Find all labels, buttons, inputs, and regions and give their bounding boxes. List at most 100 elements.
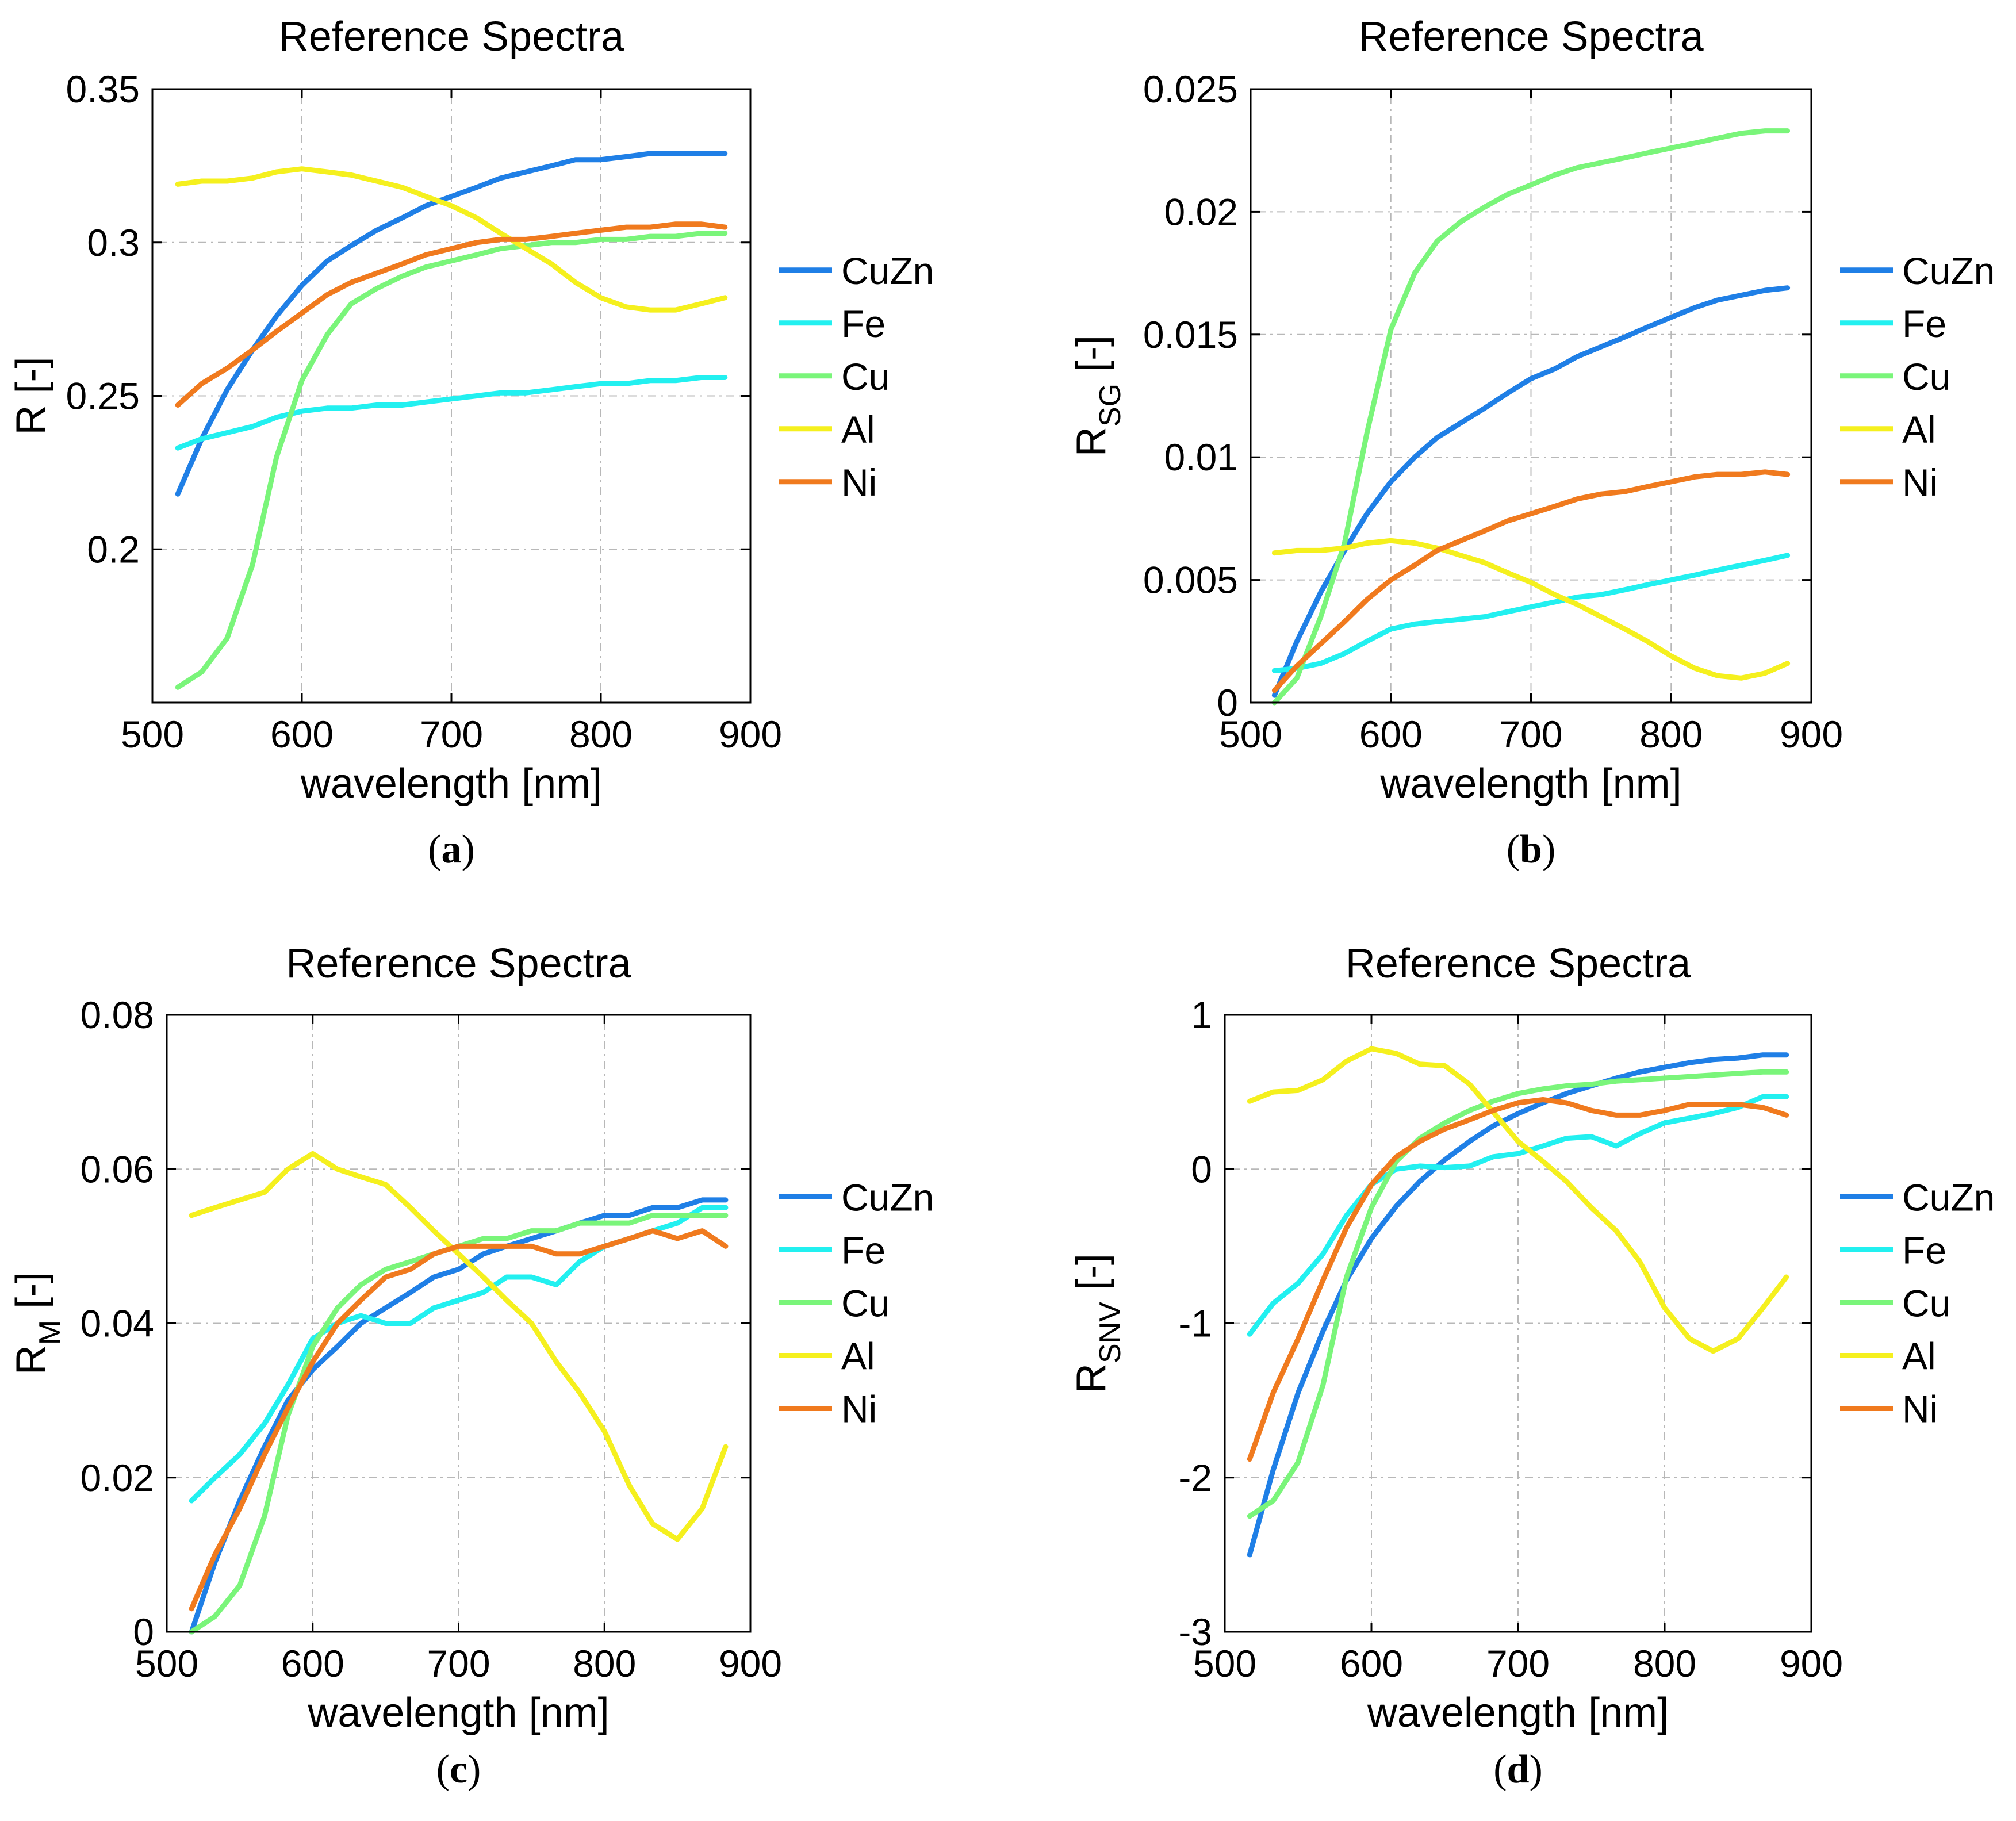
x-tick-label: 800	[1639, 713, 1703, 756]
x-tick-label: 500	[135, 1642, 198, 1685]
series-line-cu	[1247, 1069, 1789, 1519]
y-tick-label: 0	[1191, 1148, 1212, 1190]
legend-label-al: Al	[1902, 408, 1936, 451]
series-line-ni	[1271, 469, 1791, 693]
x-tick-label: 700	[427, 1642, 490, 1685]
y-tick-label: 0.35	[66, 68, 140, 110]
chart-panel-c: Reference Spectra 500 600 700 800 900 0 0.02 0.0…	[8, 941, 934, 1792]
series-line-ni	[175, 221, 728, 408]
x-axis-label: wavelength [nm]	[1379, 761, 1681, 807]
y-tick-label: 0	[1217, 681, 1238, 724]
series-line-al	[1271, 538, 1791, 681]
series-line-al	[175, 166, 728, 313]
chart-title: Reference Spectra	[286, 941, 631, 987]
y-axis-label-subscript: M	[33, 1320, 67, 1345]
legend-label-cu: Cu	[841, 1282, 890, 1325]
series-line-al	[189, 1151, 729, 1542]
y-tick-label: 0.08	[81, 994, 154, 1036]
x-tick-label: 600	[1340, 1642, 1403, 1685]
plot-area	[167, 1015, 750, 1632]
series-line-ni	[189, 1228, 729, 1612]
legend-label-al: Al	[841, 1335, 875, 1378]
y-tick-label: 0.3	[87, 221, 140, 264]
y-axis-label-subscript: SG	[1094, 384, 1127, 427]
y-tick-label: 0.015	[1143, 313, 1238, 356]
y-axis-label-main: R	[8, 405, 54, 435]
legend-label-fe: Fe	[841, 1229, 886, 1272]
legend-label-cu: Cu	[1902, 355, 1950, 398]
legend-label-cu: Cu	[1902, 1282, 1950, 1325]
y-tick-label: 0.02	[81, 1456, 154, 1499]
panel-caption: (d)	[1493, 1747, 1543, 1792]
x-tick-label: 700	[1486, 1642, 1550, 1685]
legend-label-ni: Ni	[841, 1388, 877, 1431]
x-tick-label: 900	[719, 1642, 782, 1685]
y-tick-label: 0.06	[81, 1148, 154, 1190]
y-axis-label: RSNV [-]	[1068, 1253, 1127, 1393]
series-line-cuzn	[1271, 285, 1791, 698]
chart-panel-b: Reference Spectra 500 600 700 800 900 0 0.005 0.…	[1068, 14, 1995, 872]
y-axis-label-main: R	[1068, 1363, 1114, 1393]
legend-label-cu: Cu	[841, 355, 890, 398]
y-axis-label-unit: [-]	[8, 357, 54, 405]
legend-label-al: Al	[1902, 1335, 1936, 1378]
legend-label-cuzn: CuZn	[841, 250, 934, 292]
x-tick-label: 600	[1359, 713, 1423, 756]
x-tick-label: 500	[1219, 713, 1282, 756]
y-axis-label-main: R	[1068, 427, 1114, 457]
legend-label-fe: Fe	[1902, 1229, 1946, 1272]
y-tick-label: 0	[133, 1611, 154, 1653]
legend-label-cuzn: CuZn	[1902, 1176, 1995, 1219]
x-tick-label: 900	[719, 713, 782, 756]
legend-label-fe: Fe	[841, 302, 886, 345]
chart-title: Reference Spectra	[1346, 941, 1691, 987]
y-axis-label: RM [-]	[8, 1272, 67, 1375]
x-tick-label: 600	[270, 713, 334, 756]
series-line-cu	[1271, 128, 1791, 706]
panel-caption: (c)	[436, 1747, 481, 1792]
x-tick-label: 800	[1633, 1642, 1696, 1685]
x-tick-label: 900	[1780, 713, 1843, 756]
legend-label-al: Al	[841, 408, 875, 451]
y-axis-label-unit: [-]	[8, 1272, 54, 1320]
y-tick-label: 0.005	[1143, 559, 1238, 601]
legend-label-ni: Ni	[1902, 1388, 1938, 1431]
y-axis-label-unit: [-]	[1068, 335, 1114, 384]
y-tick-label: 0.25	[66, 375, 140, 417]
series-line-cuzn	[1247, 1052, 1789, 1558]
legend-label-cuzn: CuZn	[1902, 250, 1995, 292]
x-tick-label: 700	[420, 713, 483, 756]
y-axis-label: RSG [-]	[1068, 335, 1127, 457]
y-tick-label: 0.01	[1164, 436, 1238, 478]
x-axis-label: wavelength [nm]	[300, 761, 602, 807]
x-tick-label: 500	[1193, 1642, 1256, 1685]
panel-caption: (a)	[428, 827, 475, 872]
panel-caption: (b)	[1507, 827, 1556, 872]
x-axis-label: wavelength [nm]	[307, 1690, 609, 1736]
y-tick-label: -3	[1178, 1611, 1212, 1653]
y-axis-label: R [-]	[8, 357, 54, 435]
y-axis-label-subscript: SNV	[1094, 1302, 1127, 1363]
series-line-cuzn	[175, 151, 728, 497]
x-axis-label: wavelength [nm]	[1367, 1690, 1669, 1736]
legend-label-fe: Fe	[1902, 302, 1946, 345]
x-tick-label: 900	[1780, 1642, 1843, 1685]
chart-title: Reference Spectra	[279, 14, 624, 60]
x-tick-label: 500	[121, 713, 184, 756]
x-tick-label: 800	[573, 1642, 636, 1685]
series-line-ni	[1247, 1097, 1789, 1462]
series-line-fe	[1271, 553, 1791, 673]
y-axis-label-main: R	[8, 1345, 54, 1375]
legend-label-cuzn: CuZn	[841, 1176, 934, 1219]
y-tick-label: 0.2	[87, 528, 140, 570]
y-tick-label: 0.025	[1143, 68, 1238, 110]
series-line-fe	[175, 375, 728, 451]
y-tick-label: -2	[1178, 1456, 1212, 1499]
x-tick-label: 600	[281, 1642, 344, 1685]
chart-panel-a: Reference Spectra 500 600 700 800 900 0.2 0.25 0…	[8, 14, 934, 872]
legend-label-ni: Ni	[1902, 461, 1938, 504]
y-tick-label: -1	[1178, 1302, 1212, 1345]
legend-label-ni: Ni	[841, 461, 877, 504]
x-tick-label: 800	[569, 713, 633, 756]
